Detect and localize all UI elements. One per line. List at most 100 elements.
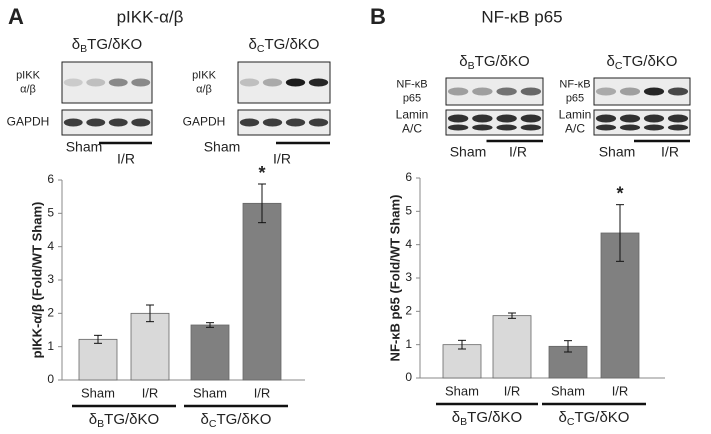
- blot-band: [496, 114, 517, 123]
- significance-marker: *: [258, 163, 265, 183]
- chart-title: pIKK-α/β: [117, 7, 184, 26]
- blot-band: [472, 87, 493, 96]
- error-bar: [458, 339, 466, 350]
- lane-label: I/R: [273, 151, 291, 167]
- y-tick-label: 1: [405, 337, 412, 351]
- lane-label: I/R: [117, 151, 135, 167]
- blot-band: [667, 124, 689, 131]
- lane-label: Sham: [204, 139, 241, 155]
- blot-band: [86, 78, 106, 87]
- blot-band: [472, 124, 493, 131]
- blot-row-label: pIKK: [16, 69, 41, 81]
- y-tick-label: 4: [47, 239, 54, 253]
- blot-band: [595, 114, 617, 123]
- panel-label: B: [370, 4, 386, 29]
- blot-band: [472, 114, 493, 123]
- blot-row-label: GAPDH: [183, 115, 226, 129]
- group-label: δCTG/δKO: [201, 411, 272, 430]
- error-bar: [508, 312, 516, 319]
- blot-row-label: GAPDH: [7, 115, 50, 129]
- x-tick-label: Sham: [81, 385, 115, 400]
- blot-band: [619, 124, 641, 131]
- blot-band: [239, 78, 260, 87]
- blot-band: [619, 114, 641, 123]
- y-tick-label: 5: [47, 206, 54, 220]
- blot-row-label: p65: [403, 92, 421, 104]
- group-label: δBTG/δKO: [89, 411, 159, 430]
- blot-band: [447, 114, 469, 123]
- blot-row-label: NF-κB: [396, 78, 427, 90]
- error-bar: [564, 340, 572, 353]
- blot-group-label: δCTG/δKO: [249, 36, 320, 55]
- blot-band: [643, 124, 665, 131]
- y-tick-label: 0: [47, 372, 54, 386]
- lane-label: I/R: [661, 144, 679, 160]
- blot-group-label: δCTG/δKO: [607, 53, 678, 72]
- bar: [78, 338, 118, 381]
- blot-band: [262, 78, 283, 87]
- blot-band: [520, 114, 542, 123]
- blot-band: [131, 78, 151, 87]
- bar: [492, 315, 532, 379]
- bar: [130, 312, 170, 381]
- blot-band: [643, 114, 665, 123]
- blot-band: [308, 118, 329, 127]
- x-tick-label: I/R: [504, 383, 521, 398]
- blot-band: [239, 118, 260, 127]
- y-tick-label: 6: [47, 172, 54, 186]
- blot-row-label: Lamin: [396, 108, 429, 122]
- blot-group-label: δBTG/δKO: [459, 53, 529, 72]
- blot-band: [86, 118, 106, 127]
- blot-row-label: pIKK: [192, 69, 217, 81]
- x-tick-label: I/R: [142, 385, 159, 400]
- blot-row-label: A/C: [402, 122, 422, 136]
- lane-label: Sham: [599, 144, 636, 160]
- x-tick-label: Sham: [193, 385, 227, 400]
- blot-band: [520, 124, 542, 131]
- y-axis-label: NF-κB p65 (Fold/WT Sham): [387, 195, 402, 362]
- blot-band: [520, 87, 542, 96]
- blot-band: [595, 124, 617, 131]
- blot-band: [667, 114, 689, 123]
- blot-band: [447, 87, 469, 96]
- blot-band: [285, 78, 306, 87]
- error-bar: [94, 334, 102, 344]
- y-tick-label: 5: [405, 204, 412, 218]
- blot-band: [262, 118, 283, 127]
- blot-band: [447, 124, 469, 131]
- x-tick-label: Sham: [551, 383, 585, 398]
- blot-band: [308, 78, 329, 87]
- blot-band: [131, 118, 151, 127]
- blot-row-label: α/β: [20, 83, 36, 95]
- blot-band: [108, 118, 128, 127]
- y-tick-label: 2: [405, 304, 412, 318]
- blot-band: [667, 87, 689, 96]
- blot-band: [63, 118, 83, 127]
- y-tick-label: 1: [47, 339, 54, 353]
- blot-strip: [61, 61, 153, 104]
- y-tick-label: 4: [405, 237, 412, 251]
- bar: [442, 344, 482, 379]
- y-axis-label: pIKK-α/β (Fold/WT Sham): [29, 202, 44, 359]
- y-tick-label: 0: [405, 370, 412, 384]
- lane-label: Sham: [66, 139, 103, 155]
- error-bar: [206, 322, 214, 328]
- y-tick-label: 3: [47, 272, 54, 286]
- blot-row-label: Lamin: [559, 108, 592, 122]
- error-bar: [616, 204, 624, 262]
- chart-title: NF-κB p65: [481, 7, 562, 26]
- blot-band: [619, 87, 641, 96]
- error-bar: [258, 183, 266, 224]
- blot-row-label: p65: [566, 92, 584, 104]
- blot-band: [643, 87, 665, 96]
- blot-band: [496, 124, 517, 131]
- panel-label: A: [8, 4, 24, 29]
- error-bar: [146, 304, 154, 323]
- significance-marker: *: [616, 183, 623, 203]
- bar: [190, 324, 230, 381]
- x-tick-label: I/R: [254, 385, 271, 400]
- group-label: δCTG/δKO: [559, 409, 630, 428]
- lane-label: I/R: [509, 144, 527, 160]
